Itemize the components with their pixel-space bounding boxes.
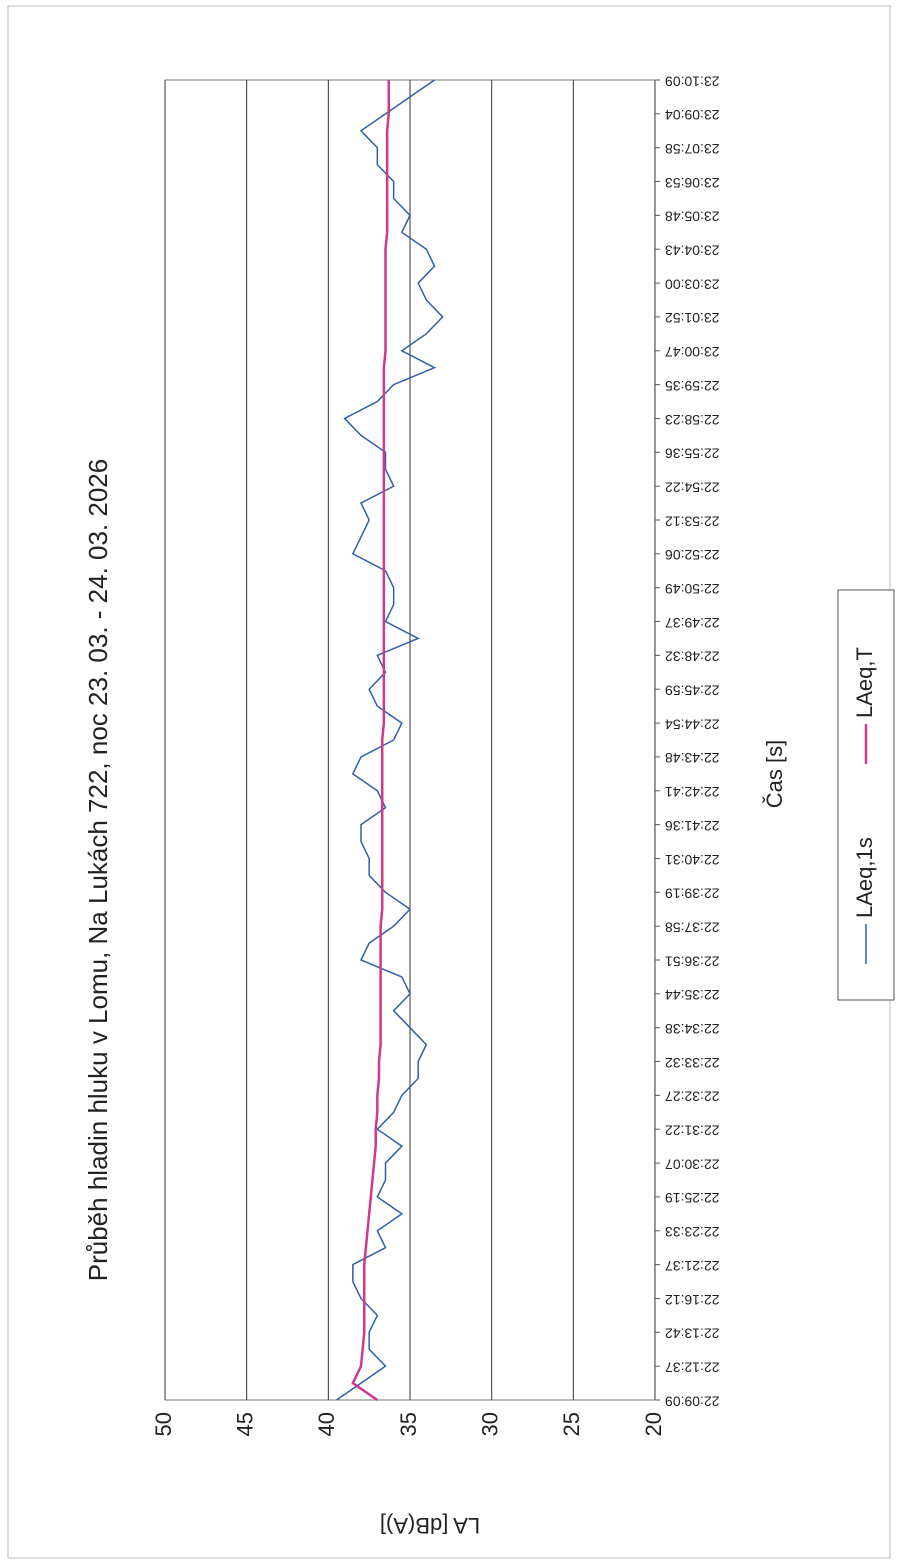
x-tick-label: 22:45:59 (665, 683, 720, 699)
series-line (351, 80, 391, 1402)
y-tick-label: 30 (477, 1412, 502, 1436)
legend-box (837, 589, 895, 1001)
x-tick-label: 22:32:27 (665, 1089, 720, 1105)
x-tick-label: 22:55:36 (665, 446, 720, 462)
x-tick-label: 22:16:12 (665, 1292, 720, 1308)
x-tick-label: 22:59:35 (665, 378, 720, 394)
x-tick-label: 23:04:43 (665, 243, 720, 259)
y-tick-label: 35 (396, 1412, 421, 1436)
x-tick-label: 23:09:04 (665, 107, 720, 123)
x-tick-label: 22:54:22 (665, 479, 720, 495)
series-line (336, 79, 444, 1401)
x-tick-label: 22:48:32 (665, 649, 720, 665)
y-tick-label: 50 (151, 1412, 176, 1436)
x-tick-label: 22:37:58 (665, 919, 720, 935)
x-tick-label: 23:05:48 (665, 209, 720, 225)
x-tick-label: 22:34:38 (665, 1021, 720, 1037)
legend-label: LAeq,1s (852, 837, 877, 918)
rotated-chart: Průběh hladin hluku v Lomu, Na Lukách 72… (83, 73, 895, 1538)
chart-title: Průběh hladin hluku v Lomu, Na Lukách 72… (83, 459, 113, 1281)
x-tick-label: 22:25:19 (665, 1190, 720, 1206)
x-tick-label: 22:23:33 (665, 1224, 720, 1240)
y-tick-label: 25 (559, 1412, 584, 1436)
x-tick-label: 22:13:42 (665, 1326, 720, 1342)
x-tick-label: 22:31:22 (665, 1123, 720, 1139)
x-tick-label: 22:21:37 (665, 1258, 720, 1274)
x-tick-label: 22:33:32 (665, 1055, 720, 1071)
y-tick-label: 45 (232, 1412, 257, 1436)
x-tick-label: 22:52:06 (665, 547, 720, 563)
x-tick-label: 22:09:09 (665, 1393, 720, 1409)
x-tick-label: 22:44:54 (665, 716, 720, 732)
x-tick-label: 22:35:44 (665, 987, 720, 1003)
x-tick-label: 23:07:58 (665, 141, 720, 157)
x-tick-label: 22:39:19 (665, 886, 720, 902)
x-tick-label: 23:10:09 (665, 73, 720, 89)
x-tick-label: 22:42:41 (665, 784, 720, 800)
y-tick-label: 40 (314, 1412, 339, 1436)
x-tick-label: 22:43:48 (665, 750, 720, 766)
x-tick-label: 22:40:31 (665, 852, 720, 868)
x-tick-label: 23:03:00 (665, 276, 720, 292)
x-axis-title: Čas [s] (762, 740, 787, 808)
y-axis-title: LA [dB(A)] (380, 1513, 480, 1538)
x-tick-label: 23:00:47 (665, 344, 720, 360)
x-tick-label: 23:01:52 (665, 310, 720, 326)
y-tick-label: 20 (641, 1412, 666, 1436)
x-tick-label: 22:30:07 (665, 1156, 720, 1172)
x-tick-label: 22:49:37 (665, 615, 720, 631)
x-tick-label: 22:41:36 (665, 818, 720, 834)
x-tick-label: 22:58:23 (665, 412, 720, 428)
x-tick-label: 22:12:37 (665, 1359, 720, 1375)
x-tick-label: 22:53:12 (665, 513, 720, 529)
x-tick-label: 22:36:51 (665, 953, 720, 969)
x-tick-label: 23:06:53 (665, 175, 720, 191)
legend-label: LAeq,T (852, 647, 877, 718)
x-tick-label: 22:50:49 (665, 581, 720, 597)
